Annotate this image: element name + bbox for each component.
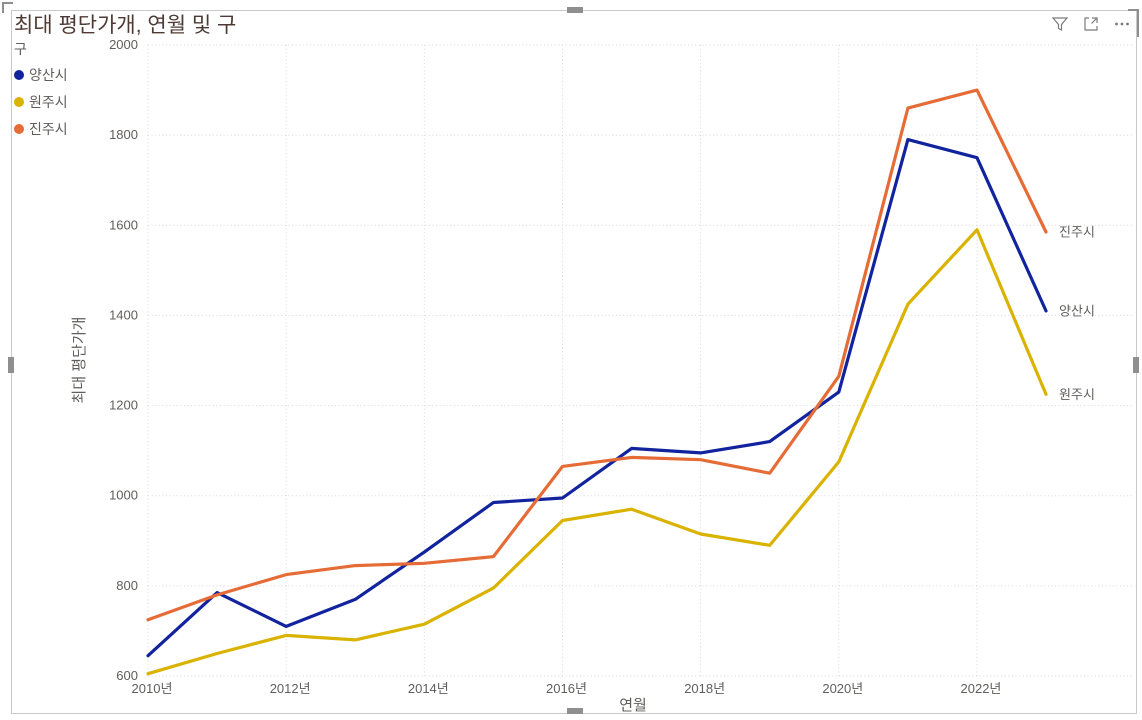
resize-handle-top[interactable] <box>567 7 583 13</box>
y-axis-tick-label: 1800 <box>109 127 138 142</box>
x-axis-tick-label: 2012년 <box>270 681 311 696</box>
legend-item-jinju[interactable]: 진주시 <box>14 119 68 139</box>
y-axis-tick-label: 1600 <box>109 217 138 232</box>
legend-label: 양산시 <box>29 67 68 83</box>
x-axis-tick-label: 2018년 <box>684 681 725 696</box>
visual-border <box>11 10 1137 714</box>
legend: 구 양산시 원주시 진주시 <box>14 39 68 146</box>
visual-toolbar <box>1050 14 1132 34</box>
y-axis-tick-label: 1000 <box>109 488 138 503</box>
x-axis-tick-label: 2014년 <box>408 681 449 696</box>
legend-title: 구 <box>14 41 27 57</box>
chart-title: 최대 평단가개, 연월 및 구 <box>14 14 237 37</box>
y-axis-tick-label: 600 <box>116 668 138 683</box>
x-axis-tick-label: 2022년 <box>961 681 1002 696</box>
focus-mode-icon[interactable] <box>1081 14 1101 34</box>
resize-handle-top-left[interactable] <box>2 2 13 13</box>
y-axis-title: 최대 평단가개 <box>71 317 88 404</box>
legend-dot-wonju <box>14 97 24 107</box>
resize-handle-left[interactable] <box>8 357 14 373</box>
x-axis-tick-label: 2010년 <box>132 681 173 696</box>
resize-handle-bottom[interactable] <box>567 708 583 714</box>
x-axis-title: 연월 <box>619 697 647 714</box>
legend-label: 원주시 <box>29 94 68 110</box>
y-axis-tick-label: 1200 <box>109 398 138 413</box>
series-line-진주시[interactable] <box>146 88 1048 622</box>
legend-dot-jinju <box>14 124 24 134</box>
filter-icon[interactable] <box>1050 14 1070 34</box>
x-axis-tick-label: 2016년 <box>546 681 587 696</box>
legend-item-yangsan[interactable]: 양산시 <box>14 65 68 85</box>
legend-dot-yangsan <box>14 70 24 80</box>
series-end-label: 양산시 <box>1059 303 1095 318</box>
legend-label: 진주시 <box>29 121 68 137</box>
series-end-label: 진주시 <box>1059 225 1095 240</box>
resize-handle-right[interactable] <box>1133 357 1139 373</box>
series-line-양산시[interactable] <box>146 138 1048 658</box>
series-end-label: 원주시 <box>1059 387 1095 402</box>
more-options-icon[interactable] <box>1112 14 1132 34</box>
y-axis-tick-label: 800 <box>116 578 138 593</box>
y-axis-tick-label: 2000 <box>109 37 138 52</box>
legend-item-wonju[interactable]: 원주시 <box>14 92 68 112</box>
x-axis-tick-label: 2020년 <box>822 681 863 696</box>
y-axis-tick-label: 1400 <box>109 307 138 322</box>
resize-handle-top-right[interactable] <box>1128 9 1139 37</box>
series-line-원주시[interactable] <box>146 228 1048 676</box>
